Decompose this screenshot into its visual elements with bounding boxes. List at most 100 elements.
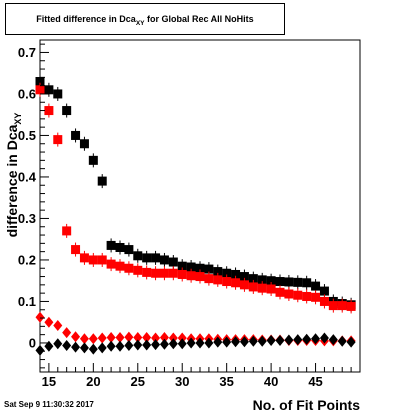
data-point — [44, 85, 54, 95]
data-point — [168, 257, 178, 267]
data-point — [257, 283, 267, 293]
chart-title: Fitted difference in DcaXY for Global Re… — [6, 14, 284, 27]
data-point — [124, 331, 134, 343]
data-point — [115, 243, 125, 252]
plot-frame — [39, 39, 361, 373]
data-point — [311, 281, 321, 291]
x-tick-label: 30 — [175, 374, 189, 389]
data-point — [168, 338, 178, 350]
data-point — [151, 253, 161, 263]
data-point — [133, 265, 143, 275]
data-point — [186, 271, 196, 281]
data-point — [204, 274, 214, 284]
y-tick-label: 0.4 — [18, 169, 37, 184]
data-point — [239, 280, 249, 290]
data-point — [133, 332, 143, 344]
data-point — [328, 334, 338, 346]
data-point — [62, 339, 72, 351]
data-point — [106, 240, 116, 250]
x-tick-label: 25 — [131, 374, 145, 389]
data-point — [239, 272, 249, 282]
data-point — [159, 332, 169, 344]
data-point — [151, 339, 161, 351]
data-point — [142, 339, 152, 351]
data-point — [151, 332, 161, 344]
x-axis-title: No. of Fit Points — [253, 397, 361, 413]
data-point — [186, 337, 196, 349]
y-tick-label: 0.3 — [18, 211, 36, 226]
data-point — [266, 334, 276, 346]
data-point — [248, 274, 258, 284]
data-point — [151, 268, 161, 278]
data-point — [35, 77, 45, 86]
timestamp-label: Sat Sep 9 11:30:32 2017 — [4, 400, 94, 409]
data-point — [53, 135, 63, 145]
data-point — [106, 340, 116, 352]
data-point — [257, 275, 267, 285]
data-point — [35, 311, 45, 323]
data-point — [248, 282, 258, 292]
data-point — [275, 334, 285, 346]
data-point — [319, 332, 329, 344]
data-point — [195, 272, 205, 282]
data-point — [275, 287, 285, 297]
data-point — [35, 344, 45, 356]
data-point — [177, 269, 187, 279]
chart-title-main: Fitted difference in Dca — [36, 14, 136, 24]
data-point — [124, 339, 134, 351]
x-tick-label: 40 — [264, 374, 278, 389]
data-point — [222, 336, 232, 348]
data-point — [204, 337, 214, 349]
data-point — [337, 301, 347, 311]
data-point — [293, 277, 303, 287]
chart-title-box: Fitted difference in DcaXY for Global Re… — [5, 3, 285, 35]
data-point — [124, 245, 134, 255]
data-point — [88, 155, 98, 165]
data-point — [97, 332, 107, 344]
data-point — [115, 261, 125, 271]
y-tick-label: 0 — [29, 335, 36, 350]
y-tick-label: 0.2 — [18, 252, 36, 267]
x-tick-label: 20 — [86, 374, 100, 389]
data-point — [62, 226, 72, 236]
y-axis-title-subscript: XY — [13, 113, 23, 125]
data-point — [204, 264, 214, 274]
data-point — [231, 269, 241, 279]
data-point — [222, 268, 232, 278]
x-tick-label: 35 — [219, 374, 233, 389]
data-point — [284, 289, 294, 299]
data-point — [79, 253, 89, 263]
data-point — [159, 268, 169, 278]
data-point — [115, 340, 125, 352]
data-point — [266, 284, 276, 294]
data-point — [213, 336, 223, 348]
data-point — [142, 332, 152, 344]
data-point — [53, 320, 63, 332]
data-point — [177, 261, 187, 271]
data-point — [159, 255, 169, 265]
data-point — [302, 291, 312, 301]
data-point — [142, 253, 152, 263]
data-point — [319, 296, 329, 306]
data-point — [266, 276, 276, 286]
data-point — [35, 85, 45, 95]
data-point — [62, 327, 72, 339]
data-point — [106, 332, 116, 344]
data-point — [62, 106, 72, 116]
data-point — [186, 262, 196, 272]
data-point — [213, 275, 223, 285]
data-point — [293, 334, 303, 346]
data-point — [142, 267, 152, 277]
data-point — [88, 333, 98, 345]
y-axis-title: difference in DcaXY — [4, 113, 23, 238]
chart-title-subscript: XY — [135, 19, 145, 27]
x-tick-label: 15 — [42, 374, 56, 389]
y-tick-label: 0.6 — [18, 86, 36, 101]
data-point — [231, 336, 241, 348]
data-point — [293, 290, 303, 300]
data-point — [71, 245, 81, 255]
data-point — [328, 301, 338, 311]
data-point — [248, 335, 258, 347]
y-tick-label: 0.1 — [18, 294, 36, 309]
data-point — [213, 267, 223, 277]
